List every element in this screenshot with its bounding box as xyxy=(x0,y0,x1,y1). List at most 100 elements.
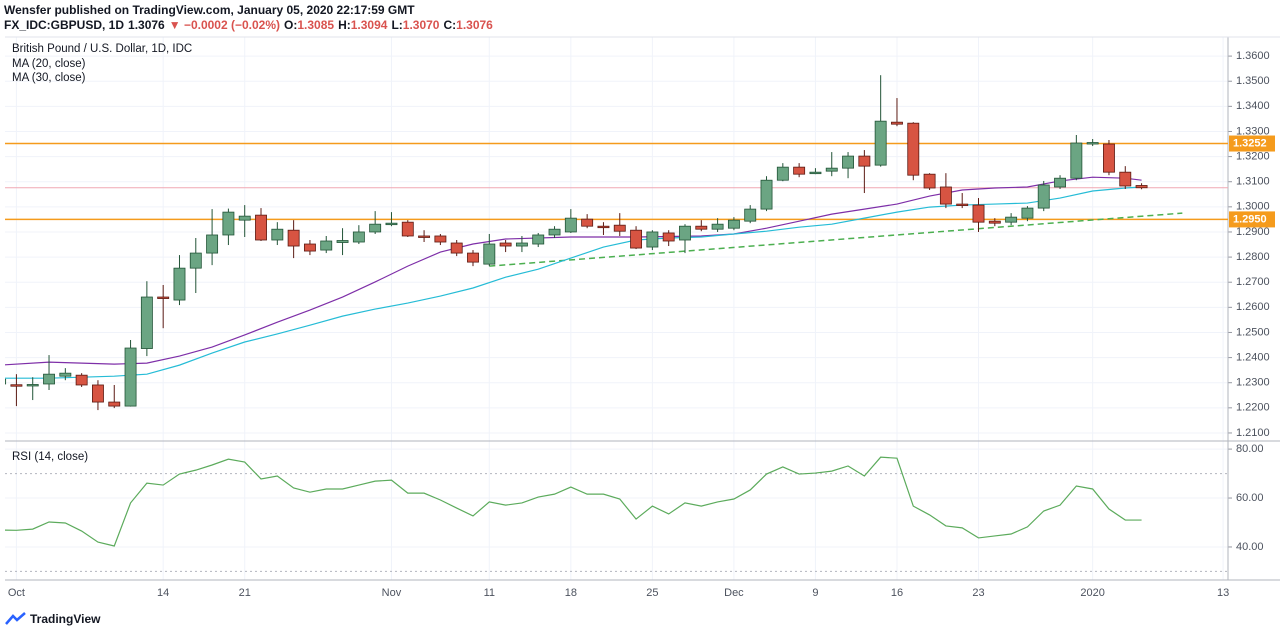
y-tick-label: 1.3300 xyxy=(1236,125,1270,137)
candle-body xyxy=(499,242,512,247)
candle-body xyxy=(369,223,382,233)
y-tick-label: 1.3600 xyxy=(1236,50,1270,62)
x-tick-label: 14 xyxy=(157,587,169,599)
legend-ma30: MA (30, close) xyxy=(12,72,86,84)
symbol-bar: FX_IDC:GBPUSD, 1D 1.3076 ▼ −0.0002 (−0.02%… xyxy=(4,18,501,32)
y-tick-label: 1.2800 xyxy=(1236,251,1270,263)
candle-body xyxy=(695,225,708,230)
y-tick-label: 80.00 xyxy=(1236,443,1264,455)
level-label: 1.2950 xyxy=(1233,213,1267,225)
y-tick-label: 40.00 xyxy=(1236,541,1264,553)
rsi-pane xyxy=(5,456,1142,547)
candle-body xyxy=(597,225,610,229)
candle-body xyxy=(548,228,561,236)
candle-body xyxy=(1037,184,1050,209)
level-label: 1.3252 xyxy=(1233,137,1267,149)
candle-body xyxy=(483,243,496,265)
candle-body xyxy=(450,242,463,254)
x-tick-label: 9 xyxy=(812,587,818,599)
candle-body xyxy=(727,219,740,229)
candle-body xyxy=(157,296,170,299)
candle-body xyxy=(1086,142,1099,145)
candle-body xyxy=(1054,177,1066,188)
candle-body xyxy=(59,372,72,377)
candle-body xyxy=(418,235,431,238)
legend-rsi: RSI (14, close) xyxy=(12,451,89,463)
candle-body xyxy=(401,221,414,237)
candle-body xyxy=(238,215,251,221)
candle-body xyxy=(613,224,626,232)
y-tick-label: 1.3000 xyxy=(1236,201,1270,213)
candle-body xyxy=(434,235,447,243)
candle-body xyxy=(271,228,284,241)
x-tick-label: 23 xyxy=(972,587,984,599)
legend-ma20: MA (20, close) xyxy=(12,58,86,70)
y-tick-label: 1.2900 xyxy=(1236,226,1270,238)
y-tick-label: 1.3100 xyxy=(1236,176,1270,188)
ma-line xyxy=(5,176,1142,366)
candle-body xyxy=(662,232,675,242)
candle-body xyxy=(385,222,398,226)
candle-body xyxy=(140,296,153,349)
candle-body xyxy=(825,167,838,172)
candle-body xyxy=(1070,142,1083,179)
candle-body xyxy=(467,252,479,263)
price-pane xyxy=(5,75,1228,411)
y-tick-label: 1.3400 xyxy=(1236,100,1270,112)
trendline xyxy=(489,212,1183,267)
y-tick-label: 1.2300 xyxy=(1236,377,1270,389)
y-tick-label: 1.3200 xyxy=(1236,150,1270,162)
candle-body xyxy=(874,120,887,166)
ohlc-label: L: xyxy=(391,18,403,32)
y-tick-label: 1.2200 xyxy=(1236,402,1270,414)
candle-body xyxy=(760,179,773,210)
candle-body xyxy=(26,384,39,387)
byline-text: Wensfer published on TradingView.com, Ja… xyxy=(4,3,415,17)
y-tick-label: 1.2100 xyxy=(1236,427,1270,439)
candle-body xyxy=(352,231,365,243)
logo-mark xyxy=(5,612,26,625)
candle-body xyxy=(907,122,920,176)
x-tick-label: 21 xyxy=(239,587,251,599)
ohlc-label: C: xyxy=(443,18,457,32)
logo xyxy=(5,612,26,625)
change: ▼ −0.0002 (−0.02%) xyxy=(168,18,281,32)
candle-body xyxy=(581,218,594,227)
ohlc-value: 1.3070 xyxy=(402,18,440,32)
rsi-line xyxy=(5,456,1142,547)
candle-body xyxy=(646,231,659,248)
candle-body xyxy=(776,166,789,181)
ohlc: O:1.3085 H:1.3094 L:1.3070 C:1.3076 xyxy=(284,18,497,32)
ohlc-label: O: xyxy=(284,18,298,32)
y-tick-label: 1.2400 xyxy=(1236,351,1270,363)
y-tick-label: 60.00 xyxy=(1236,492,1264,504)
ohlc-value: 1.3085 xyxy=(297,18,335,32)
candle-body xyxy=(891,121,903,125)
candle-body xyxy=(972,204,985,223)
ohlc-value: 1.3094 xyxy=(350,18,388,32)
candle-body xyxy=(92,384,104,403)
candle-body xyxy=(287,229,300,247)
candle-body xyxy=(173,267,186,301)
ohlc-label: H: xyxy=(338,18,351,32)
byline: Wensfer published on TradingView.com, Ja… xyxy=(4,3,419,17)
candle-body xyxy=(679,225,691,241)
candle-body xyxy=(956,203,969,206)
candle-body xyxy=(5,378,7,385)
x-tick-label: 2020 xyxy=(1080,587,1104,599)
candle-body xyxy=(923,173,936,189)
candle-body xyxy=(320,240,333,251)
x-tick-label: 18 xyxy=(565,587,577,599)
candle-body xyxy=(858,155,871,167)
candle-body xyxy=(189,252,202,269)
candle-body xyxy=(206,234,219,254)
candle-body xyxy=(842,155,854,169)
candle-body xyxy=(1103,143,1115,173)
legend-title: British Pound / U.S. Dollar, 1D, IDC xyxy=(12,43,193,55)
candle-body xyxy=(793,166,806,175)
level-tag xyxy=(1229,135,1275,152)
x-tick-label: Nov xyxy=(382,587,402,599)
x-tick-label: 25 xyxy=(646,587,658,599)
